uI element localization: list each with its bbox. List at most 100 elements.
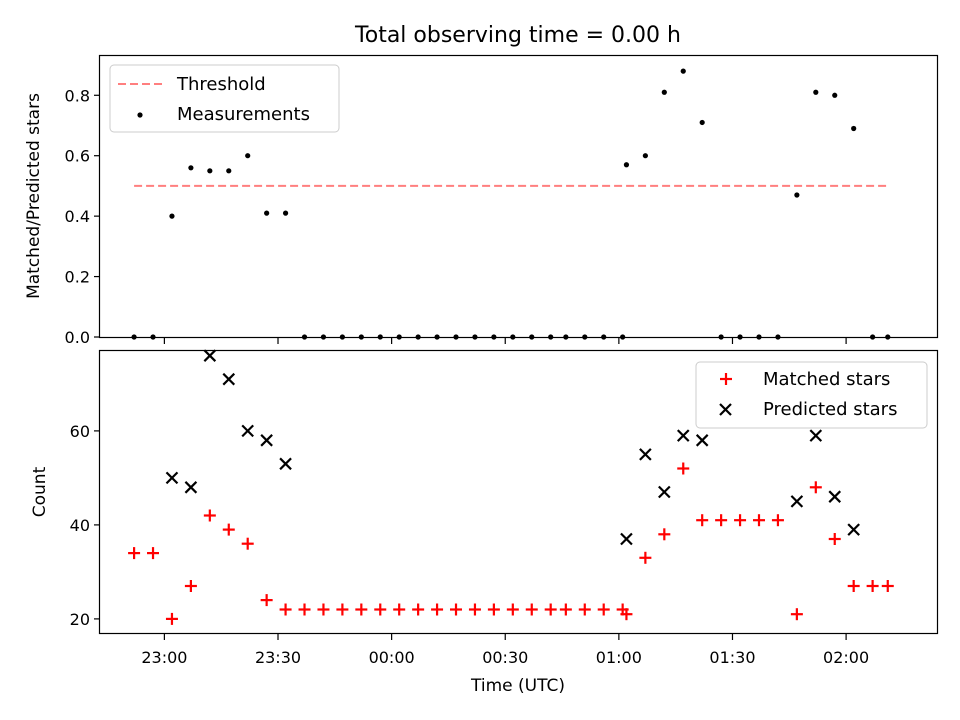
legend-measurements-swatch [137,112,143,118]
matched-star-point [847,580,860,592]
x-tick-label: 02:00 [823,648,869,667]
matched-star-point [866,580,879,592]
bottom-legend: Matched stars Predicted stars [695,361,928,429]
top-legend: Threshold Measurements [109,64,340,133]
matched-star-point [165,612,178,625]
x-tick-label: 00:30 [482,648,528,667]
predicted-star-point [809,429,823,442]
predicted-star-point [828,490,842,503]
measurement-point [851,125,857,132]
matched-star-point [734,514,747,527]
matched-star-point [412,603,425,616]
measurement-point [661,89,667,95]
matched-star-point [809,481,822,494]
matched-star-point [597,603,610,616]
predicted-star-point [847,523,860,536]
matched-star-point [203,509,216,522]
bottom-y-ticks: 20 40 60 [70,422,100,629]
matched-star-point [393,603,406,616]
x-tick-label: 23:00 [141,648,187,667]
measurement-point [188,165,194,171]
matched-star-point [620,608,633,621]
matched-star-point [241,537,254,550]
matched-star-point [525,603,538,616]
matched-star-point [790,608,803,621]
matched-star-point [374,603,387,616]
measurement-point [169,213,175,219]
matched-star-point [222,523,235,536]
predicted-star-point [620,532,633,546]
predicted-star-point [639,448,652,461]
matched-star-point [128,547,141,560]
matched-star-point [715,514,728,527]
matched-star-point [147,547,160,560]
legend-predicted-swatch [719,403,732,416]
matched-star-point [468,603,481,616]
matched-star-point [559,603,572,616]
matched-star-point [752,514,765,527]
matched-star-point [544,603,557,616]
predicted-star-point [241,424,254,438]
matched-star-point [828,533,841,545]
matched-star-point [881,580,894,592]
predicted-star-point [222,372,236,386]
x-tick-label: 01:00 [596,648,642,667]
matched-star-point [317,603,330,616]
y-tick-label: 20 [70,610,90,629]
matched-star-point [506,603,519,616]
measurement-point [699,119,705,126]
matched-star-point [450,603,463,616]
matched-star-point [696,514,709,527]
matched-star-point [487,603,500,616]
top-axes-frame [98,54,939,339]
y-tick-label: 0.0 [65,328,90,347]
bottom-x-ticks: 23:00 23:30 00:00 00:30 01:00 01:30 02:00 [141,634,869,667]
matched-star-point [677,462,690,475]
predicted-star-point [676,429,690,442]
measurement-point [813,89,819,95]
predicted-star-point [279,457,292,471]
y-tick-label: 0.6 [65,147,90,166]
legend-matched-label: Matched stars [763,369,890,390]
measurement-point [680,68,686,74]
predicted-star-point [790,495,804,508]
predicted-star-point [203,349,217,362]
legend-matched-swatch [720,373,732,385]
matched-star-point [639,551,652,564]
top-y-ticks: 0.0 0.2 0.4 0.6 0.8 [65,86,100,347]
bottom-axes-frame [98,349,939,635]
measurement-point [832,92,838,98]
y-tick-label: 0.8 [65,86,90,105]
measurement-point [264,210,270,216]
measurement-point [794,192,800,198]
y-tick-label: 0.2 [65,268,90,287]
y-tick-label: 40 [70,516,90,535]
top-legend-frame [109,64,340,133]
measurement-point [207,168,213,174]
bottom-plot-area [128,349,894,625]
predicted-star-point [695,434,709,447]
predicted-star-point [165,471,179,485]
legend-measurements-label: Measurements [177,104,310,125]
matched-star-point [298,603,311,616]
predicted-star-point [260,434,273,447]
measurement-point [623,162,630,168]
matched-star-point [260,594,273,607]
x-tick-label: 01:30 [709,648,755,667]
x-tick-label: 00:00 [369,648,415,667]
top-y-axis-label: Matched/Predicted stars [24,93,44,299]
y-tick-label: 0.4 [65,207,90,226]
top-axes: 0.00.20.40.60.8 Matched/Predicted stars … [24,54,939,347]
chart-title: Total observing time = 0.00 h [354,23,681,48]
measurement-point [226,168,232,174]
predicted-star-point [658,485,671,499]
matched-star-point [658,528,671,541]
measurement-point [245,153,251,159]
matched-star-point [336,603,349,616]
bottom-legend-frame [695,361,928,429]
predicted-star-point [184,481,198,494]
matched-star-point [431,603,444,616]
bottom-axes: 20 40 60 23:00 23:30 00:00 00:30 01:00 01:30 02:… [30,349,939,696]
x-tick-label: 23:30 [255,648,301,667]
